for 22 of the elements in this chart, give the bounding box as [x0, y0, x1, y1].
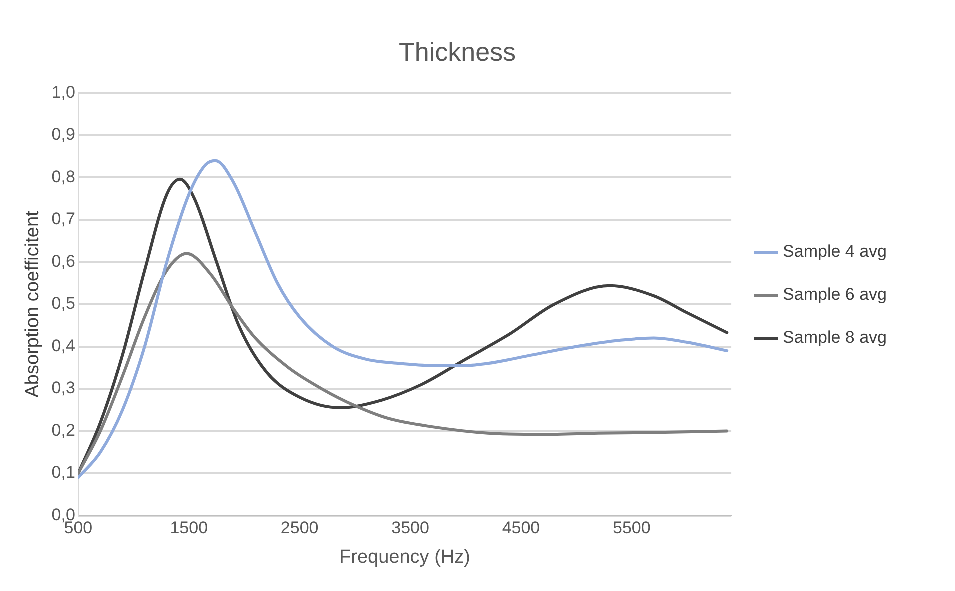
y-tick-label: 0,1 [52, 463, 76, 482]
legend-label: Sample 4 avg [783, 242, 887, 262]
y-tick-label: 1,0 [52, 82, 76, 102]
x-tick-label: 2500 [280, 518, 319, 538]
y-tick-label: 0,9 [52, 125, 76, 144]
legend-label: Sample 6 avg [783, 285, 887, 304]
y-tick-label: 0,8 [52, 167, 76, 186]
y-tick-label: 0,6 [52, 252, 76, 271]
x-tick-label: 1500 [170, 518, 208, 538]
y-tick-label: 0,2 [52, 420, 76, 440]
chart-title: Thickness [398, 36, 516, 67]
y-tick-label: 0,7 [52, 210, 76, 229]
x-axis-title: Frequency (Hz) [340, 546, 470, 568]
legend-label: Sample 8 avg [783, 328, 887, 348]
y-tick-label: 0,4 [52, 336, 76, 356]
line-series [78, 252, 729, 476]
x-tick-label: 4500 [502, 518, 540, 538]
y-tick-label: 0,5 [52, 294, 76, 314]
y-axis-title: Absorption coefficitent [22, 210, 44, 398]
y-tick-label: 0,3 [52, 378, 76, 398]
x-tick-label: 3500 [392, 518, 430, 538]
x-tick-label: 5500 [613, 518, 651, 538]
